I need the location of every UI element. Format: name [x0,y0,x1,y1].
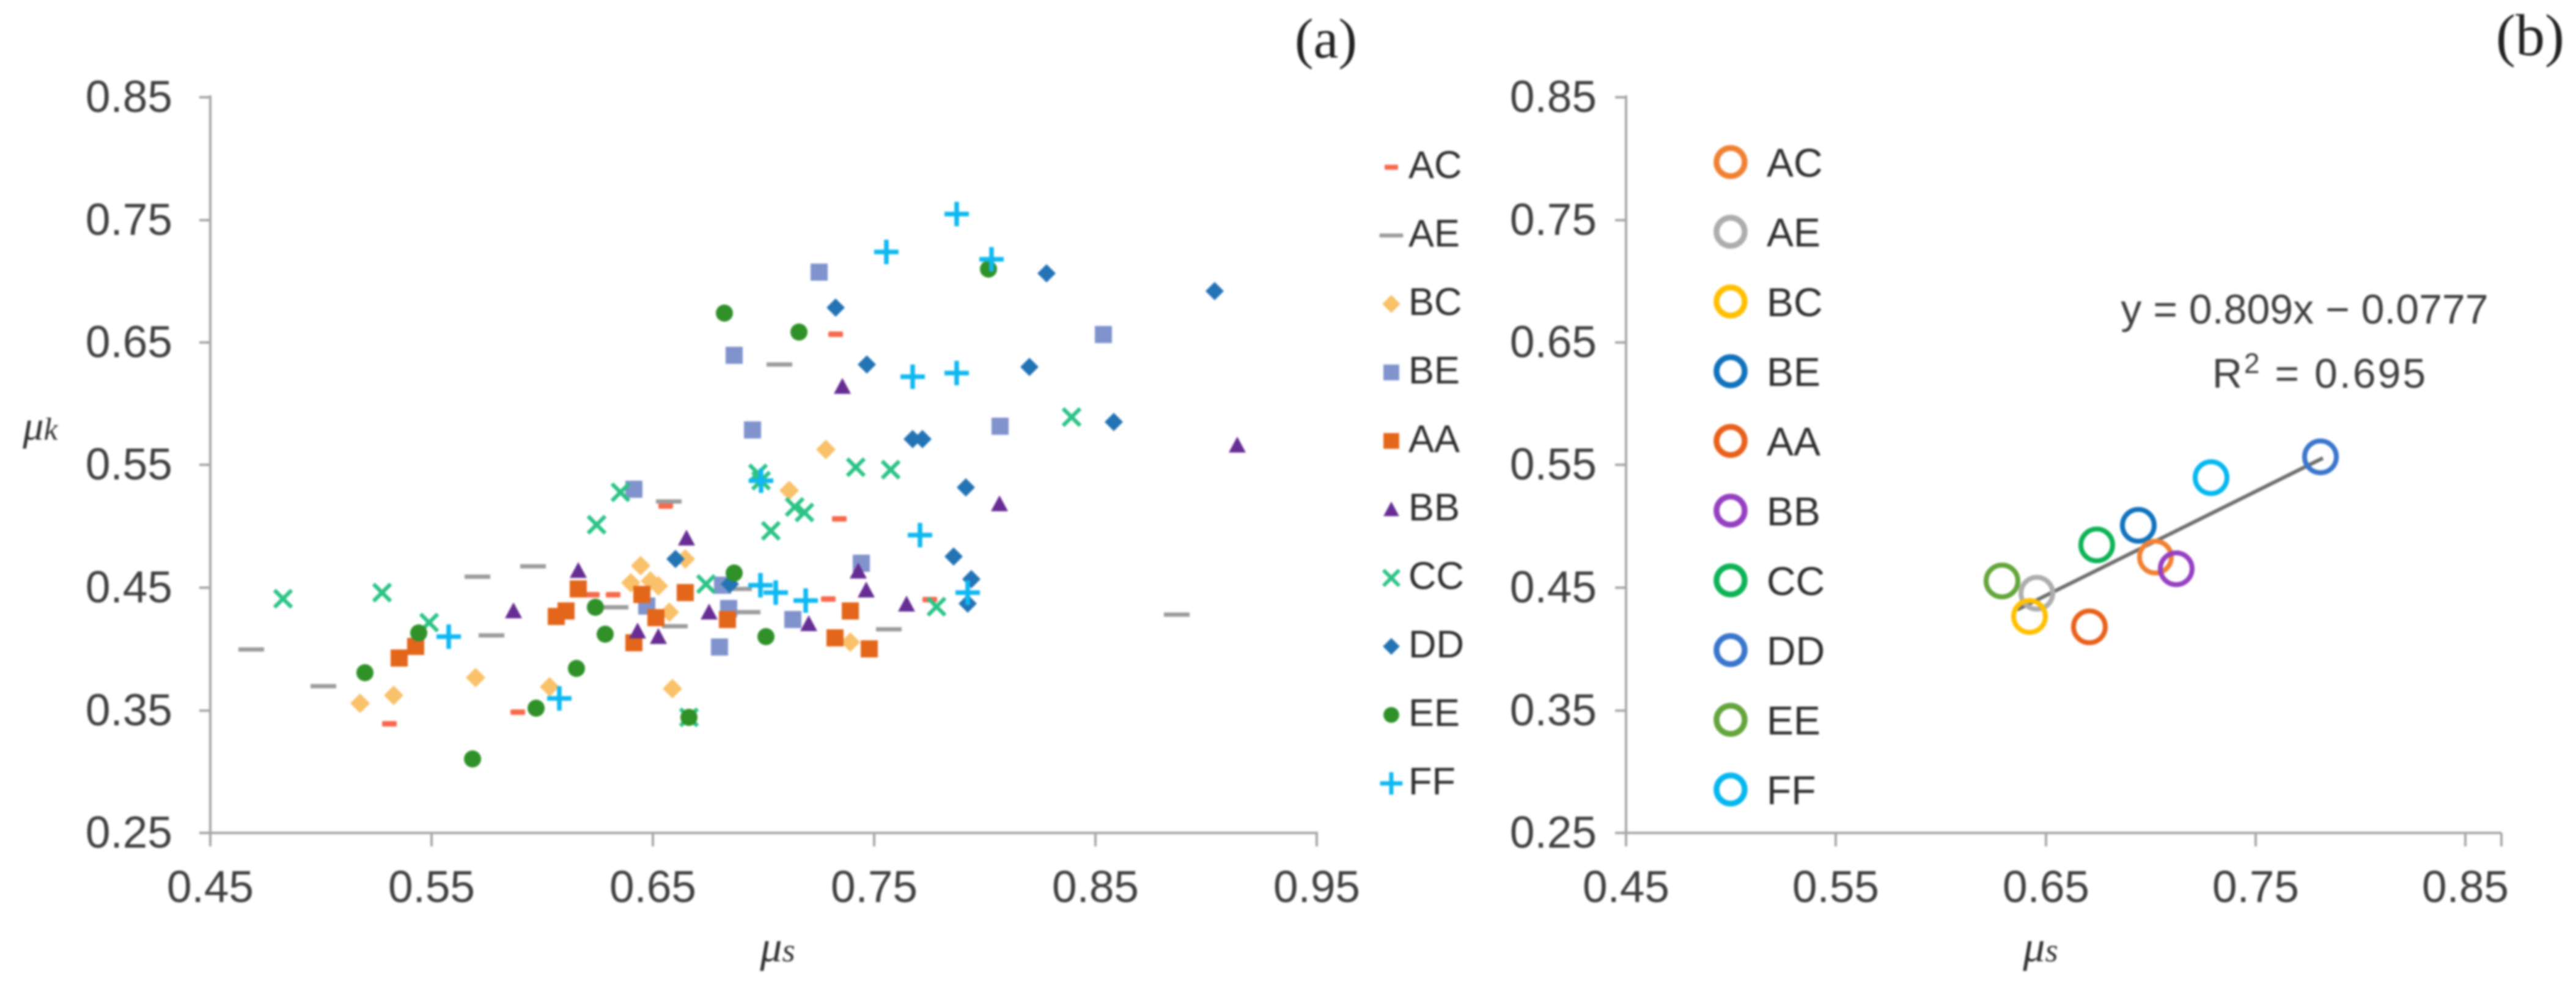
svg-text:0.55: 0.55 [86,440,172,489]
svg-text:BB: BB [1408,486,1460,529]
svg-text:0.75: 0.75 [1510,195,1597,245]
svg-text:EE: EE [1767,698,1820,743]
svg-text:DD: DD [1767,628,1825,673]
svg-text:AE: AE [1767,210,1820,255]
svg-text:0.85: 0.85 [1510,72,1597,122]
svg-text:AC: AC [1408,144,1462,187]
svg-text:BE: BE [1767,349,1820,394]
svg-text:0.75: 0.75 [2212,862,2299,912]
svg-text:AA: AA [1408,418,1460,461]
svg-text:BC: BC [1408,281,1462,324]
svg-text:0.25: 0.25 [86,808,172,857]
svg-text:AE: AE [1408,212,1460,255]
svg-text:0.65: 0.65 [86,317,172,367]
svg-text:0.65: 0.65 [609,862,696,912]
svg-text:BE: BE [1408,349,1460,392]
svg-text:(a): (a) [1295,7,1357,70]
svg-text:0.55: 0.55 [1510,440,1597,489]
svg-text:0.75: 0.75 [86,195,172,245]
svg-text:0.45: 0.45 [86,563,172,612]
svg-text:0.45: 0.45 [1510,563,1597,612]
svg-text:0.25: 0.25 [1510,808,1597,857]
svg-text:0.35: 0.35 [86,686,172,735]
svg-text:0.45: 0.45 [167,862,254,912]
svg-text:μk: μk [22,402,58,449]
svg-text:CC: CC [1767,558,1825,604]
svg-text:CC: CC [1408,555,1464,597]
svg-text:0.65: 0.65 [2003,862,2089,912]
svg-text:0.55: 0.55 [388,862,475,912]
svg-text:EE: EE [1408,692,1460,734]
svg-text:0.85: 0.85 [86,72,172,122]
svg-text:AC: AC [1767,140,1823,185]
svg-text:0.85: 0.85 [1052,862,1139,912]
svg-text:AA: AA [1767,419,1820,464]
svg-text:0.95: 0.95 [1273,862,1360,912]
svg-text:y = 0.809x − 0.0777: y = 0.809x − 0.0777 [2121,286,2488,333]
svg-text:0.35: 0.35 [1510,686,1597,735]
svg-text:FF: FF [1767,768,1816,813]
svg-text:DD: DD [1408,623,1464,666]
svg-text:0.65: 0.65 [1510,317,1597,367]
svg-text:0.55: 0.55 [1792,862,1879,912]
svg-text:BB: BB [1767,489,1820,534]
svg-text:0.45: 0.45 [1583,862,1669,912]
svg-text:0.75: 0.75 [831,862,918,912]
svg-text:FF: FF [1408,760,1455,803]
svg-text:(b): (b) [2496,2,2564,68]
svg-text:BC: BC [1767,279,1823,325]
svg-text:0.85: 0.85 [2422,862,2509,912]
